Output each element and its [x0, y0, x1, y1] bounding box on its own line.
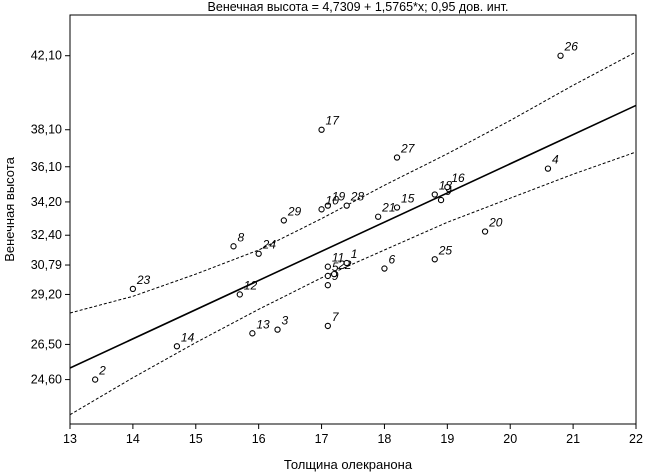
x-axis-title: Толщина олекранона: [284, 457, 413, 472]
y-tick-label: 42,10: [31, 49, 62, 63]
data-point: [343, 202, 350, 209]
data-point: [544, 165, 552, 172]
data-point: [393, 154, 401, 161]
data-point: [324, 272, 331, 280]
data-point-label: 16: [451, 171, 465, 185]
y-tick-label: 34,20: [31, 195, 62, 209]
data-point-label: 7: [332, 310, 340, 324]
data-point-label: 5: [332, 260, 339, 274]
data-point-label: 28: [350, 190, 365, 204]
plot-area: 13 14 15 16 17 18 19 20 21 2224,6026,5029,2030,79…: [31, 14, 643, 446]
x-tick-label: 21: [566, 432, 580, 446]
plot-frame: [69, 14, 637, 425]
regression-line: [70, 104, 636, 369]
data-point: [324, 263, 331, 270]
data-point-label: 8: [238, 230, 245, 244]
data-point: [324, 282, 331, 289]
data-point: [481, 228, 489, 235]
x-tick-label: 16: [252, 432, 266, 446]
data-point: [318, 126, 325, 133]
data-point: [437, 196, 445, 204]
data-point-label: 4: [552, 153, 559, 167]
data-point: [330, 270, 338, 278]
data-point-label: 23: [136, 273, 151, 287]
data-point: [236, 291, 243, 298]
data-point: [274, 326, 281, 333]
data-point-label: 1: [351, 247, 358, 261]
y-axis-title: Венечная высота: [2, 156, 17, 261]
data-point: [173, 343, 181, 350]
data-point-label: 20: [488, 216, 503, 230]
data-point: [280, 217, 287, 224]
data-point: [324, 322, 331, 330]
x-tick-label: 15: [189, 432, 203, 446]
data-point-label: 14: [181, 330, 195, 344]
data-point-label: 24: [262, 238, 277, 252]
data-point-label: 19: [332, 190, 346, 204]
data-point: [343, 259, 350, 267]
data-point: [431, 191, 438, 198]
data-point-label: 21: [381, 201, 395, 215]
data-point-label: 10: [326, 193, 340, 207]
data-point-label: 29: [287, 204, 302, 218]
data-point-label: 27: [400, 142, 416, 156]
data-point: [393, 204, 401, 211]
data-point: [381, 265, 388, 272]
data-point-label: 12: [244, 278, 258, 292]
chart-title: Венечная высота = 4,7309 + 1,5765*x; 0,9…: [208, 0, 509, 14]
data-point-label: 26: [564, 40, 579, 54]
data-point: [249, 330, 256, 337]
data-point: [557, 52, 564, 59]
y-tick-label: 26,50: [31, 337, 62, 351]
y-tick-label: 36,10: [31, 160, 62, 174]
x-tick-label: 19: [440, 432, 454, 446]
data-point-label: 9: [445, 184, 452, 198]
data-point: [431, 256, 438, 263]
data-point-label: 11: [332, 251, 344, 265]
data-point: [444, 183, 451, 191]
x-tick-label: 17: [315, 432, 329, 446]
data-point-label: 17: [326, 114, 341, 128]
y-tick-label: 29,20: [31, 287, 62, 301]
y-tick-label: 24,60: [31, 373, 62, 387]
data-point-label: 6: [388, 253, 395, 267]
data-point-label: 2: [98, 364, 106, 378]
y-tick-label: 30,79: [31, 258, 62, 272]
data-point: [92, 376, 99, 383]
ci-lower-line: [70, 151, 636, 416]
data-point: [230, 243, 237, 250]
data-point: [255, 250, 262, 257]
data-point: [318, 206, 325, 213]
x-tick-label: 20: [503, 432, 517, 446]
x-tick-label: 22: [629, 432, 643, 446]
data-point-label: 15: [401, 191, 415, 205]
y-tick-label: 32,40: [31, 228, 62, 242]
data-point-label: 3: [282, 314, 289, 328]
data-point-label: 25: [438, 243, 453, 257]
x-tick-label: 14: [126, 432, 140, 446]
y-tick-label: 38,10: [31, 123, 62, 137]
data-point: [375, 213, 382, 220]
data-point-label: 13: [256, 317, 270, 331]
x-tick-label: 13: [63, 432, 77, 446]
data-point: [129, 285, 137, 293]
x-tick-label: 18: [377, 432, 391, 446]
data-point: [324, 202, 331, 209]
